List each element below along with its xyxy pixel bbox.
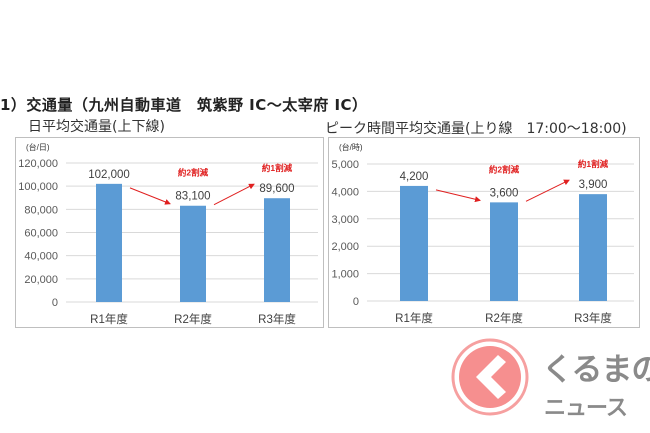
unit-label: (台/時) [339,142,363,152]
change-annotation: 約1割減 [262,163,293,173]
trend-arrow [525,179,570,202]
bar-R1年度 [400,185,428,301]
y-tick-label: 5,000 [331,159,359,171]
y-tick-label: 0 [52,297,58,309]
bar-R2年度 [490,202,518,301]
unit-label: (台/日) [26,142,50,152]
bar-R2年度 [180,205,206,302]
y-tick-label: 1,000 [331,269,359,281]
x-tick-label: R1年度 [90,312,128,326]
logo-text-line2: ニュース [544,396,628,421]
y-tick-label: 60,000 [24,228,58,240]
y-tick-label: 100,000 [18,181,58,193]
logo-text-line1: くるまの [542,352,650,388]
chart-peak-svg: (台/時) 0 1,000 2,000 3,000 4,000 5,000 4,200 R1年度… [331,142,634,325]
chart-title-peak: ピーク時間平均交通量(上り線 17:00～18:00) [325,121,627,137]
data-label: 3,900 [579,179,608,191]
trend-arrow [213,183,255,206]
chart-title-daily: 日平均交通量(上下線) [28,119,165,135]
data-label: 3,600 [490,187,519,199]
x-tick-label: R3年度 [574,311,612,325]
y-tick-label: 40,000 [24,251,58,263]
y-tick-label: 0 [353,296,359,308]
data-label: 83,100 [175,191,210,203]
y-tick-label: 120,000 [18,158,58,170]
x-tick-label: R2年度 [485,311,523,325]
x-tick-label: R1年度 [395,311,433,325]
chart-daily: (台/日) 0 20,000 40,000 60,000 80,000 100,000 120… [15,137,324,328]
chevron-logo-icon [451,338,529,416]
x-tick-label: R3年度 [258,312,296,326]
page-heading: 1）交通量（九州自動車道 筑紫野 IC～太宰府 IC） [0,96,368,114]
change-annotation: 約1割減 [578,159,609,169]
y-tick-label: 80,000 [24,204,58,216]
chart-daily-svg: (台/日) 0 20,000 40,000 60,000 80,000 100,000 120… [18,142,318,326]
kurumanonews-logo: くるまの ニュース [450,330,650,433]
data-label: 4,200 [400,171,429,183]
change-annotation: 約2割減 [178,168,209,178]
data-label: 89,600 [259,183,294,195]
trend-arrow [435,189,481,203]
bar-R1年度 [96,183,122,302]
data-label: 102,000 [88,169,130,181]
y-tick-label: 2,000 [331,241,359,253]
bar-R3年度 [264,198,290,302]
bar-R3年度 [579,194,607,301]
y-tick-label: 4,000 [331,186,359,198]
y-tick-label: 20,000 [24,274,58,286]
chart-peak: (台/時) 0 1,000 2,000 3,000 4,000 5,000 4,200 R1年度… [328,137,640,328]
x-tick-label: R2年度 [174,312,212,326]
y-tick-label: 3,000 [331,214,359,226]
change-annotation: 約2割減 [489,164,520,174]
trend-arrow [129,187,171,205]
